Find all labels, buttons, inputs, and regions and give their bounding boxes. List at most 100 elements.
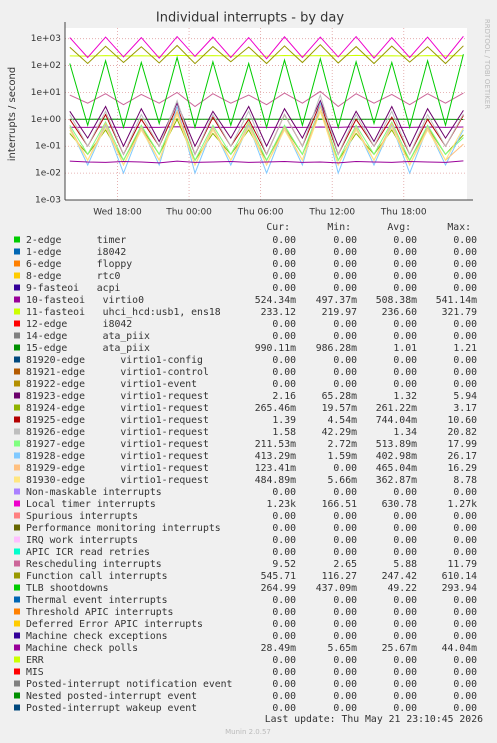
legend-stat: 630.78 <box>382 499 417 510</box>
legend-stat: 0.00 <box>393 631 417 642</box>
legend-label: Non-maskable interrupts <box>26 487 162 498</box>
column-header: Cur: <box>266 222 290 233</box>
series-line <box>69 104 464 162</box>
legend-stat: 1.39 <box>272 415 296 426</box>
legend-stat: 0.00 <box>453 355 477 366</box>
x-tick-label: Thu 18:00 <box>380 208 427 218</box>
legend-stat: 0.00 <box>453 271 477 282</box>
legend-stat: 0.00 <box>393 235 417 246</box>
y-tick-label: 1e+02 <box>31 61 61 71</box>
legend-swatch <box>14 608 20 615</box>
legend-stat: 0.00 <box>333 511 357 522</box>
legend-swatch <box>14 308 20 315</box>
legend-label: TLB shootdowns <box>26 583 109 594</box>
legend-label: 81923-edge virtio1-request <box>26 391 209 402</box>
legend-stat: 0.00 <box>453 547 477 558</box>
legend-label: 14-edge ata_piix <box>26 331 150 342</box>
legend-stat: 0.00 <box>272 283 296 294</box>
legend-stat: 20.82 <box>448 427 478 438</box>
legend-stat: 986.28m <box>316 343 357 354</box>
legend-stat: 65.28m <box>322 391 357 402</box>
legend-label: 6-edge floppy <box>26 259 132 270</box>
legend-stat: 16.29 <box>448 463 478 474</box>
legend-stat: 0.00 <box>453 607 477 618</box>
legend-swatch <box>14 704 20 711</box>
legend-swatch <box>14 596 20 603</box>
y-tick-label: 1e-02 <box>35 169 61 179</box>
legend-stat: 0.00 <box>393 619 417 630</box>
legend-stat: 744.04m <box>376 415 417 426</box>
legend-stat: 0.00 <box>453 487 477 498</box>
legend-stat: 1.59m <box>328 451 358 462</box>
last-update: Last update: Thu May 21 23:10:45 2026 <box>265 714 483 725</box>
legend-stat: 233.12 <box>261 307 296 318</box>
legend-stat: 545.71 <box>261 571 296 582</box>
legend-stat: 123.41m <box>255 463 296 474</box>
legend-stat: 166.51 <box>322 499 357 510</box>
legend-label: 81929-edge virtio1-request <box>26 463 209 474</box>
legend-stat: 0.00 <box>272 319 296 330</box>
legend-stat: 0.00 <box>333 535 357 546</box>
legend-stat: 0.00 <box>333 235 357 246</box>
legend-stat: 247.42 <box>382 571 417 582</box>
legend-stat: 0.00 <box>393 595 417 606</box>
x-tick-label: Wed 18:00 <box>93 208 142 218</box>
legend-label: 81925-edge virtio1-request <box>26 415 209 426</box>
legend-stat: 8.78 <box>453 475 477 486</box>
legend-stat: 0.00 <box>453 595 477 606</box>
legend-swatch <box>14 584 20 591</box>
legend-stat: 513.89m <box>376 439 417 450</box>
legend-stat: 49.22 <box>388 583 418 594</box>
legend-stat: 0.00 <box>393 511 417 522</box>
legend-stat: 465.04m <box>376 463 417 474</box>
y-tick-label: 1e-03 <box>35 196 61 206</box>
legend-stat: 0.00 <box>333 679 357 690</box>
legend-stat: 11.79 <box>448 559 478 570</box>
legend-stat: 0.00 <box>393 703 417 714</box>
legend-stat: 321.79 <box>442 307 477 318</box>
legend-stat: 541.14m <box>436 295 477 306</box>
legend-stat: 5.66m <box>328 475 358 486</box>
legend-label: 81922-edge virtio1-event <box>26 379 197 390</box>
legend-swatch <box>14 284 20 291</box>
legend-stat: 0.00 <box>453 247 477 258</box>
legend-stat: 0.00 <box>272 667 296 678</box>
chart-title: Individual interrupts - by day <box>156 11 344 26</box>
legend-stat: 0.00 <box>453 667 477 678</box>
legend-swatch <box>14 572 20 579</box>
legend-stat: 0.00 <box>453 691 477 702</box>
legend-stat: 0.00 <box>393 271 417 282</box>
legend-stat: 0.00 <box>272 331 296 342</box>
legend-stat: 0.00 <box>333 319 357 330</box>
legend-stat: 0.00 <box>393 283 417 294</box>
legend-stat: 219.97 <box>322 307 357 318</box>
legend-stat: 261.22m <box>376 403 417 414</box>
legend-stat: 0.00 <box>393 607 417 618</box>
series-line <box>69 90 464 108</box>
legend-stat: 0.00 <box>453 535 477 546</box>
legend-stat: 236.60 <box>382 307 417 318</box>
legend-stat: 0.00 <box>453 235 477 246</box>
legend-label: 12-edge i8042 <box>26 319 132 330</box>
legend-stat: 990.11m <box>255 343 296 354</box>
legend-label: 81927-edge virtio1-request <box>26 439 209 450</box>
legend-swatch <box>14 500 20 507</box>
legend-label: Deferred Error APIC interrupts <box>26 619 203 630</box>
legend-label: Posted-interrupt wakeup event <box>26 703 197 714</box>
legend-stat: 610.14 <box>442 571 477 582</box>
legend-stat: 0.00 <box>453 331 477 342</box>
legend-label: APIC ICR read retries <box>26 547 150 558</box>
legend-label: 10-fasteoi virtio0 <box>26 295 144 306</box>
legend-stat: 17.99 <box>448 439 478 450</box>
credit: RRDTOOL / TOBI OETIKER <box>483 19 491 109</box>
legend-stat: 293.94 <box>442 583 477 594</box>
legend-stat: 26.17 <box>448 451 478 462</box>
legend-label: Posted-interrupt notification event <box>26 679 232 690</box>
series-line <box>69 93 464 156</box>
legend-swatch <box>14 644 20 651</box>
legend-swatch <box>14 368 20 375</box>
legend-stat: 0.00 <box>453 319 477 330</box>
legend-stat: 28.49m <box>261 643 296 654</box>
legend-swatch <box>14 272 20 279</box>
legend-swatch <box>14 332 20 339</box>
